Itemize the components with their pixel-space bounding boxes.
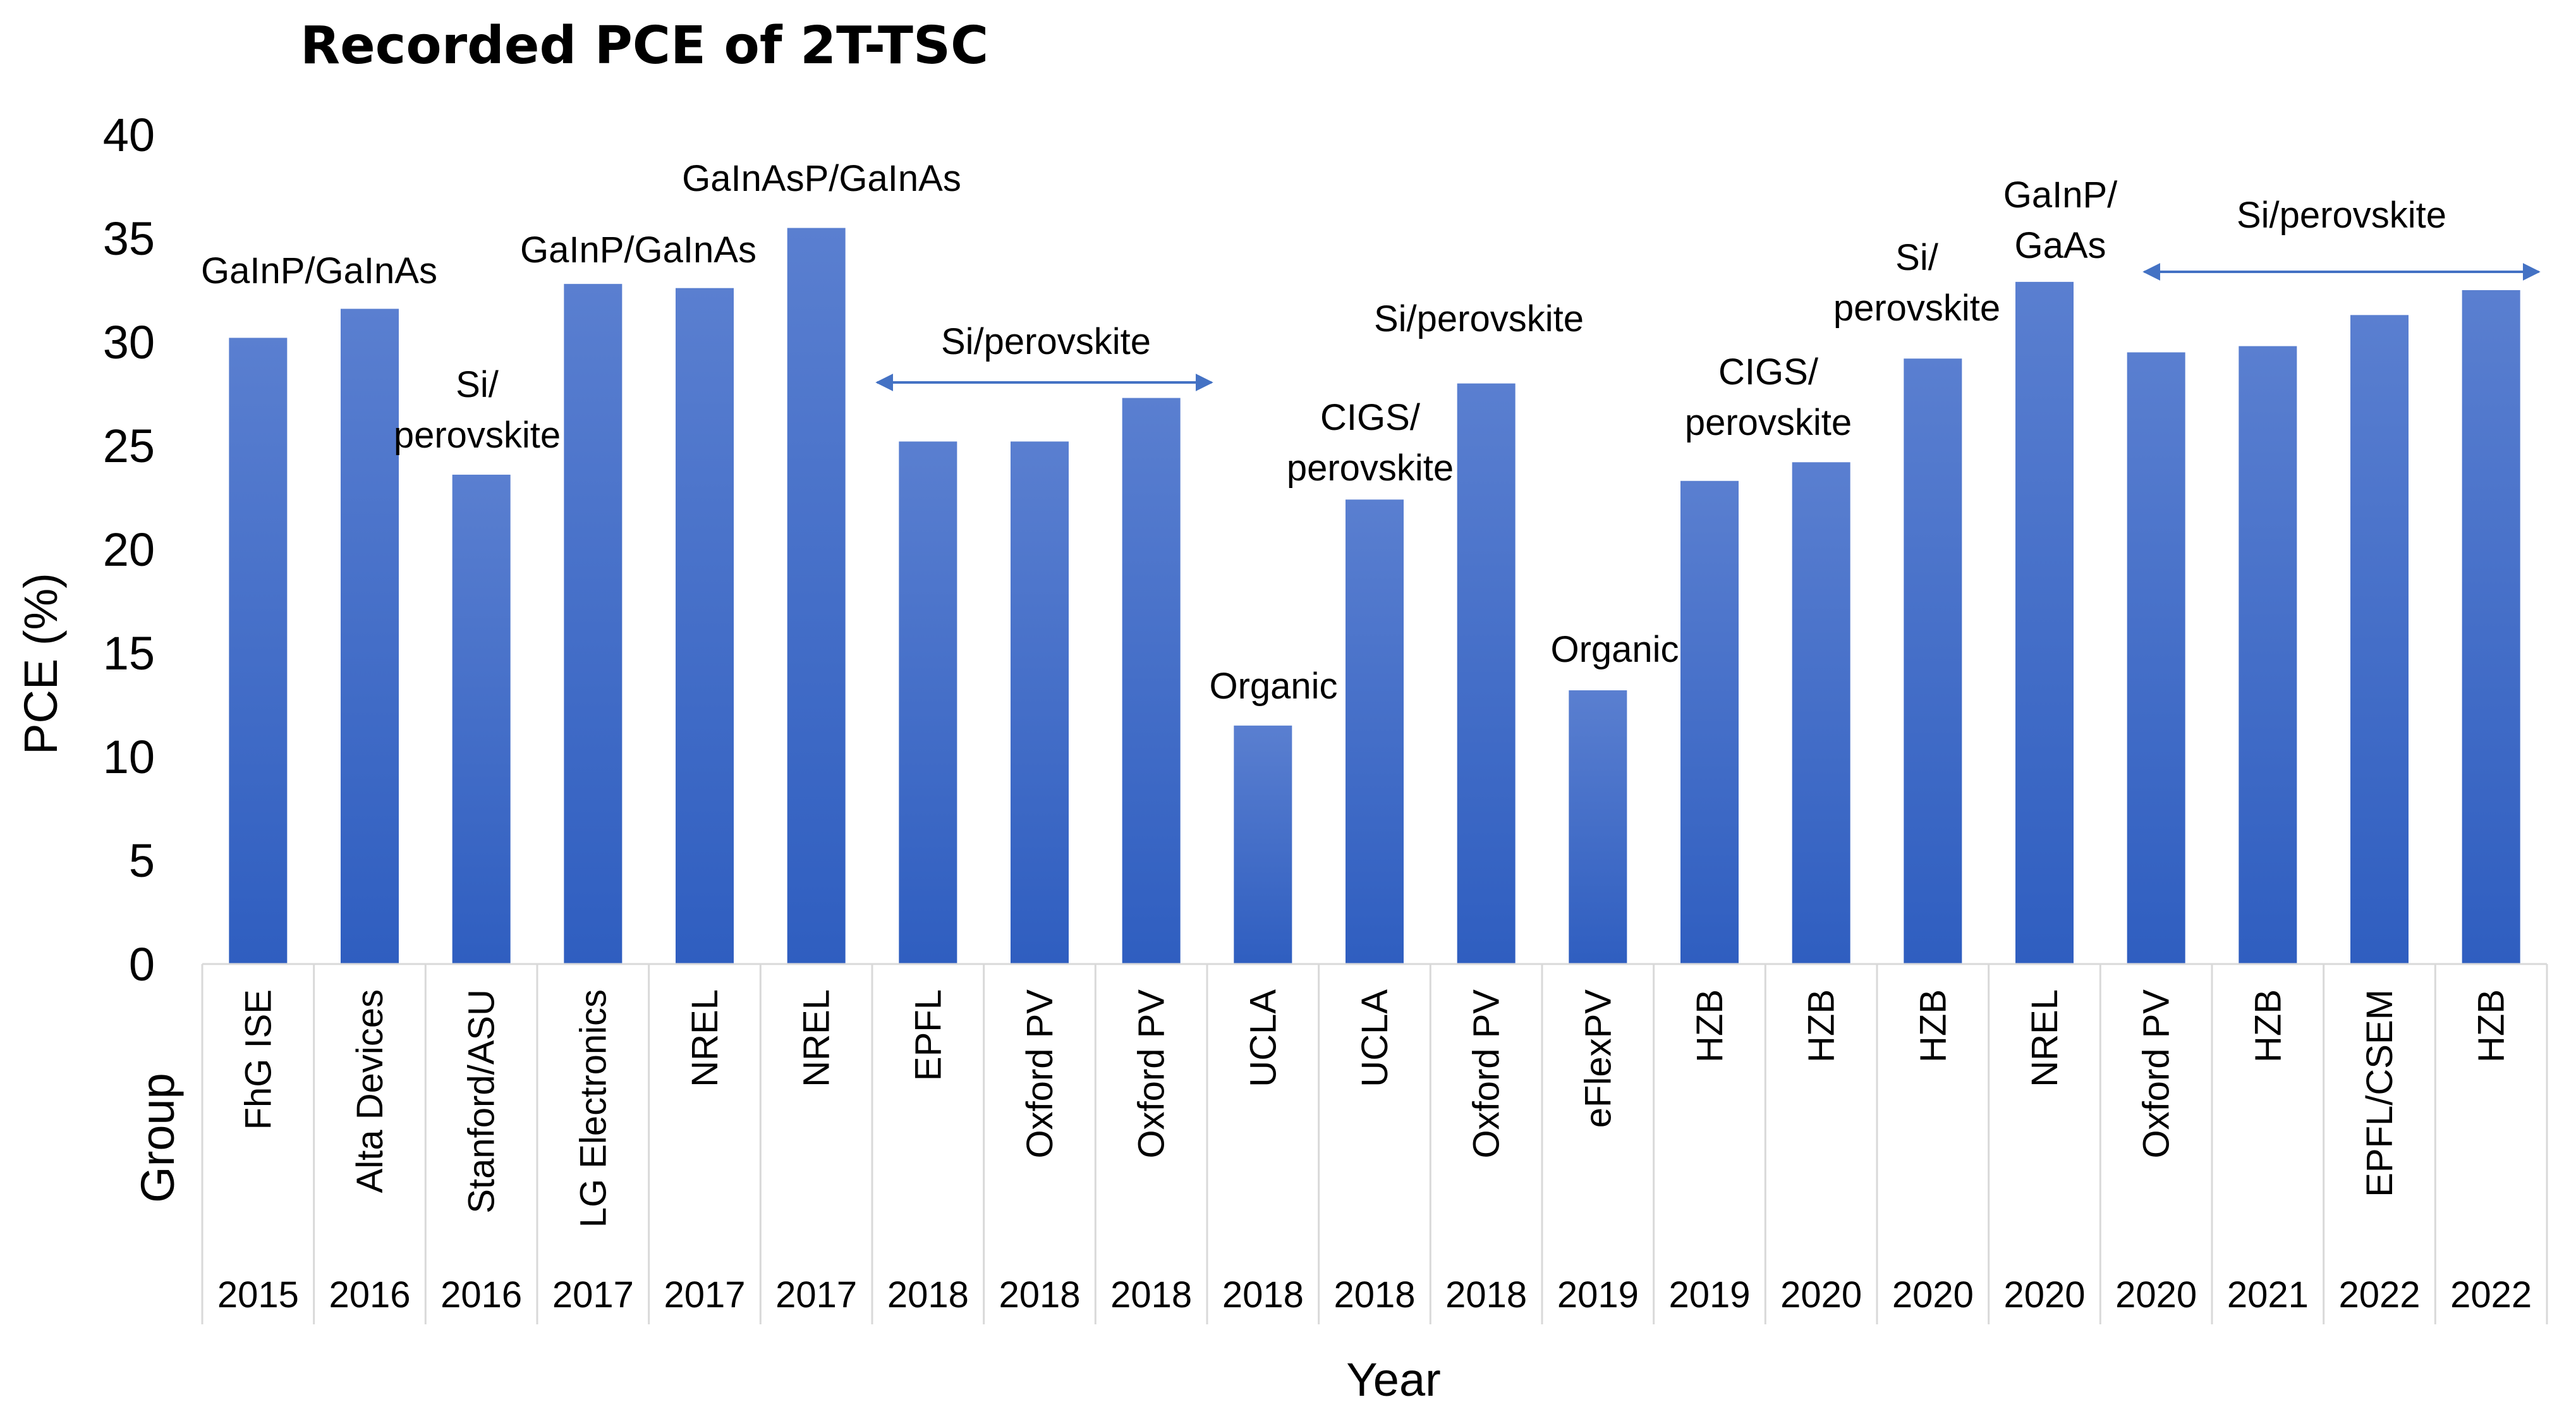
annotations: GaInP/GaInAs Si/perovskite GaInP/GaInAs GaI… [201,158,2541,707]
y-tick-label: 10 [103,731,155,783]
group-label: Alta Devices [349,989,391,1193]
year-label: 2020 [2115,1274,2197,1315]
bar [1346,499,1404,964]
chart-title: Recorded PCE of 2T-TSC [300,16,988,76]
bar [2127,352,2185,964]
group-label: EPFL/CSEM [2359,989,2400,1197]
group-label: Oxford PV [2136,989,2177,1159]
group-labels: FhG ISE Alta Devices Stanford/ASU LG Electr… [238,989,2512,1228]
group-label: NREL [684,989,726,1087]
y-tick-label: 25 [103,420,155,472]
bar [452,474,511,964]
group-label: HZB [2247,989,2288,1063]
group-label: Oxford PV [1466,989,1507,1159]
bar [1457,383,1516,964]
bar-annotation: GaInP/GaInAs [201,250,437,291]
group-label: UCLA [1242,989,1284,1087]
bar [676,288,734,965]
y-axis-title: PCE (%) [15,573,67,755]
bar-annotation: Organic [1550,629,1679,670]
y-tick-label: 5 [129,834,155,887]
year-label: 2016 [329,1274,410,1315]
year-label: 2019 [1668,1274,1750,1315]
year-label: 2020 [1780,1274,1862,1315]
bar [2462,290,2520,964]
year-label: 2018 [1334,1274,1415,1315]
bar-annotation: CIGS/perovskite [1685,351,1852,443]
year-label: 2018 [1445,1274,1527,1315]
bar [564,284,623,964]
bar [1234,725,1292,964]
bar [899,441,957,964]
bar-annotation: Organic [1209,666,1337,707]
year-label: 2018 [1222,1274,1304,1315]
bar [1792,462,1850,964]
year-label: 2018 [999,1274,1080,1315]
year-label: 2018 [1110,1274,1192,1315]
year-label: 2021 [2227,1274,2309,1315]
group-label: Oxford PV [1131,989,1172,1159]
y-tick-label: 40 [103,109,155,161]
bar-annotation: Si/perovskite [941,321,1151,362]
bar-annotation: CIGS/perovskite [1287,397,1454,489]
year-label: 2022 [2450,1274,2532,1315]
group-label: NREL [2024,989,2065,1087]
year-label: 2018 [887,1274,969,1315]
bar [2350,315,2409,964]
bar [787,228,846,965]
category-dividers [201,964,2548,1324]
group-axis-title: Group [131,1073,184,1203]
y-tick-label: 0 [129,938,155,991]
year-label: 2016 [440,1274,522,1315]
group-label: HZB [1689,989,1730,1063]
group-label: HZB [1912,989,1953,1063]
group-label: Oxford PV [1019,989,1060,1159]
bar-annotation: Si/perovskite [394,364,561,456]
group-label: EPFL [908,989,949,1081]
x-axis-title: Year [1346,1353,1441,1406]
bar [1011,441,1069,964]
bar-annotation: Si/perovskite [1833,237,2000,329]
year-label: 2017 [552,1274,634,1315]
bar-annotation: Si/perovskite [1374,298,1584,339]
group-label: LG Electronics [573,989,614,1228]
year-label: 2020 [2003,1274,2085,1315]
y-axis: 0 5 10 15 20 25 30 35 40 [103,109,155,991]
bar [229,338,288,964]
group-label: HZB [1801,989,1842,1063]
bar [1904,358,1962,964]
bar-annotation: GaInP/GaAs [2003,174,2118,266]
year-label: 2022 [2338,1274,2420,1315]
year-label: 2015 [217,1274,299,1315]
bar [1569,690,1627,964]
year-label: 2017 [775,1274,857,1315]
bar [341,308,399,964]
year-label: 2020 [1892,1274,1974,1315]
year-labels: 2015 2016 2016 2017 2017 2017 2018 2018 2018 2018… [217,1274,2532,1315]
bar [1680,480,1739,964]
bars [229,228,2520,965]
bar-annotation: GaInAsP/GaInAs [682,158,961,199]
group-label: eFlexPV [1577,989,1619,1128]
bar [2015,281,2074,964]
group-label: NREL [796,989,837,1087]
group-label: HZB [2471,989,2512,1063]
bar [2239,346,2297,964]
group-label: UCLA [1354,989,1395,1087]
bar-annotation: GaInP/GaInAs [520,229,756,271]
bar [1122,398,1181,964]
y-tick-label: 20 [103,523,155,576]
group-label: Stanford/ASU [461,989,502,1214]
y-tick-label: 15 [103,627,155,680]
year-label: 2019 [1557,1274,1639,1315]
bar-annotation: Si/perovskite [2237,195,2446,236]
year-label: 2017 [664,1274,745,1315]
y-tick-label: 35 [103,212,155,265]
group-label: FhG ISE [238,989,279,1130]
y-tick-label: 30 [103,316,155,369]
